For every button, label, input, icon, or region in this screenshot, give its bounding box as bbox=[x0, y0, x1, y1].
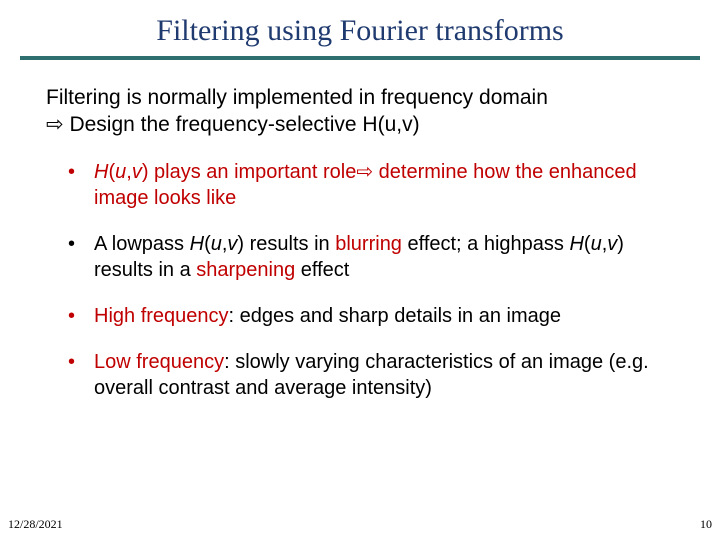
text-run: H bbox=[569, 233, 583, 255]
text-run: : edges and sharp details in an image bbox=[229, 305, 561, 327]
footer-date: 12/28/2021 bbox=[8, 517, 63, 532]
footer-page-number: 10 bbox=[700, 517, 712, 532]
intro-line-2: ⇨ Design the frequency-selective H(u,v) bbox=[46, 111, 674, 138]
text-run: sharpening bbox=[196, 259, 295, 281]
page-title: Filtering using Fourier transforms bbox=[0, 0, 720, 56]
text-run: blurring bbox=[335, 233, 402, 255]
content-area: Filtering is normally implemented in fre… bbox=[0, 60, 720, 401]
bullet-item-2: A lowpass H(u,v) results in blurring eff… bbox=[68, 231, 674, 283]
text-run: H bbox=[94, 161, 108, 183]
text-run: ) results in bbox=[237, 233, 335, 255]
text-run: v bbox=[227, 233, 237, 255]
text-run: ) plays an important role⇨ determine how… bbox=[94, 161, 637, 209]
bullet-text: Low frequency: slowly varying characteri… bbox=[94, 351, 649, 399]
bullet-text: H(u,v) plays an important role⇨ determin… bbox=[94, 161, 637, 209]
text-run: u bbox=[591, 233, 602, 255]
bullet-list: H(u,v) plays an important role⇨ determin… bbox=[46, 159, 674, 401]
bullet-item-3: High frequency: edges and sharp details … bbox=[68, 303, 674, 329]
arrow-icon: ⇨ bbox=[46, 113, 64, 136]
intro-line-1: Filtering is normally implemented in fre… bbox=[46, 84, 674, 111]
text-run: High frequency bbox=[94, 305, 229, 327]
text-run: v bbox=[132, 161, 142, 183]
bullet-text: High frequency: edges and sharp details … bbox=[94, 305, 561, 327]
text-run: effect; a highpass bbox=[402, 233, 570, 255]
text-run: effect bbox=[295, 259, 349, 281]
slide: Filtering using Fourier transforms Filte… bbox=[0, 0, 720, 540]
bullet-item-4: Low frequency: slowly varying characteri… bbox=[68, 349, 674, 401]
text-run: ( bbox=[584, 233, 591, 255]
bullet-item-1: H(u,v) plays an important role⇨ determin… bbox=[68, 159, 674, 211]
text-run: A lowpass bbox=[94, 233, 190, 255]
bullet-text: A lowpass H(u,v) results in blurring eff… bbox=[94, 233, 624, 281]
text-run: v bbox=[607, 233, 617, 255]
text-run: u bbox=[211, 233, 222, 255]
intro-block: Filtering is normally implemented in fre… bbox=[46, 84, 674, 139]
text-run: ( bbox=[204, 233, 211, 255]
text-run: u bbox=[115, 161, 126, 183]
text-run: Low frequency bbox=[94, 351, 224, 373]
text-run: H bbox=[190, 233, 204, 255]
intro-line-2-text: Design the frequency-selective H(u,v) bbox=[64, 113, 420, 136]
